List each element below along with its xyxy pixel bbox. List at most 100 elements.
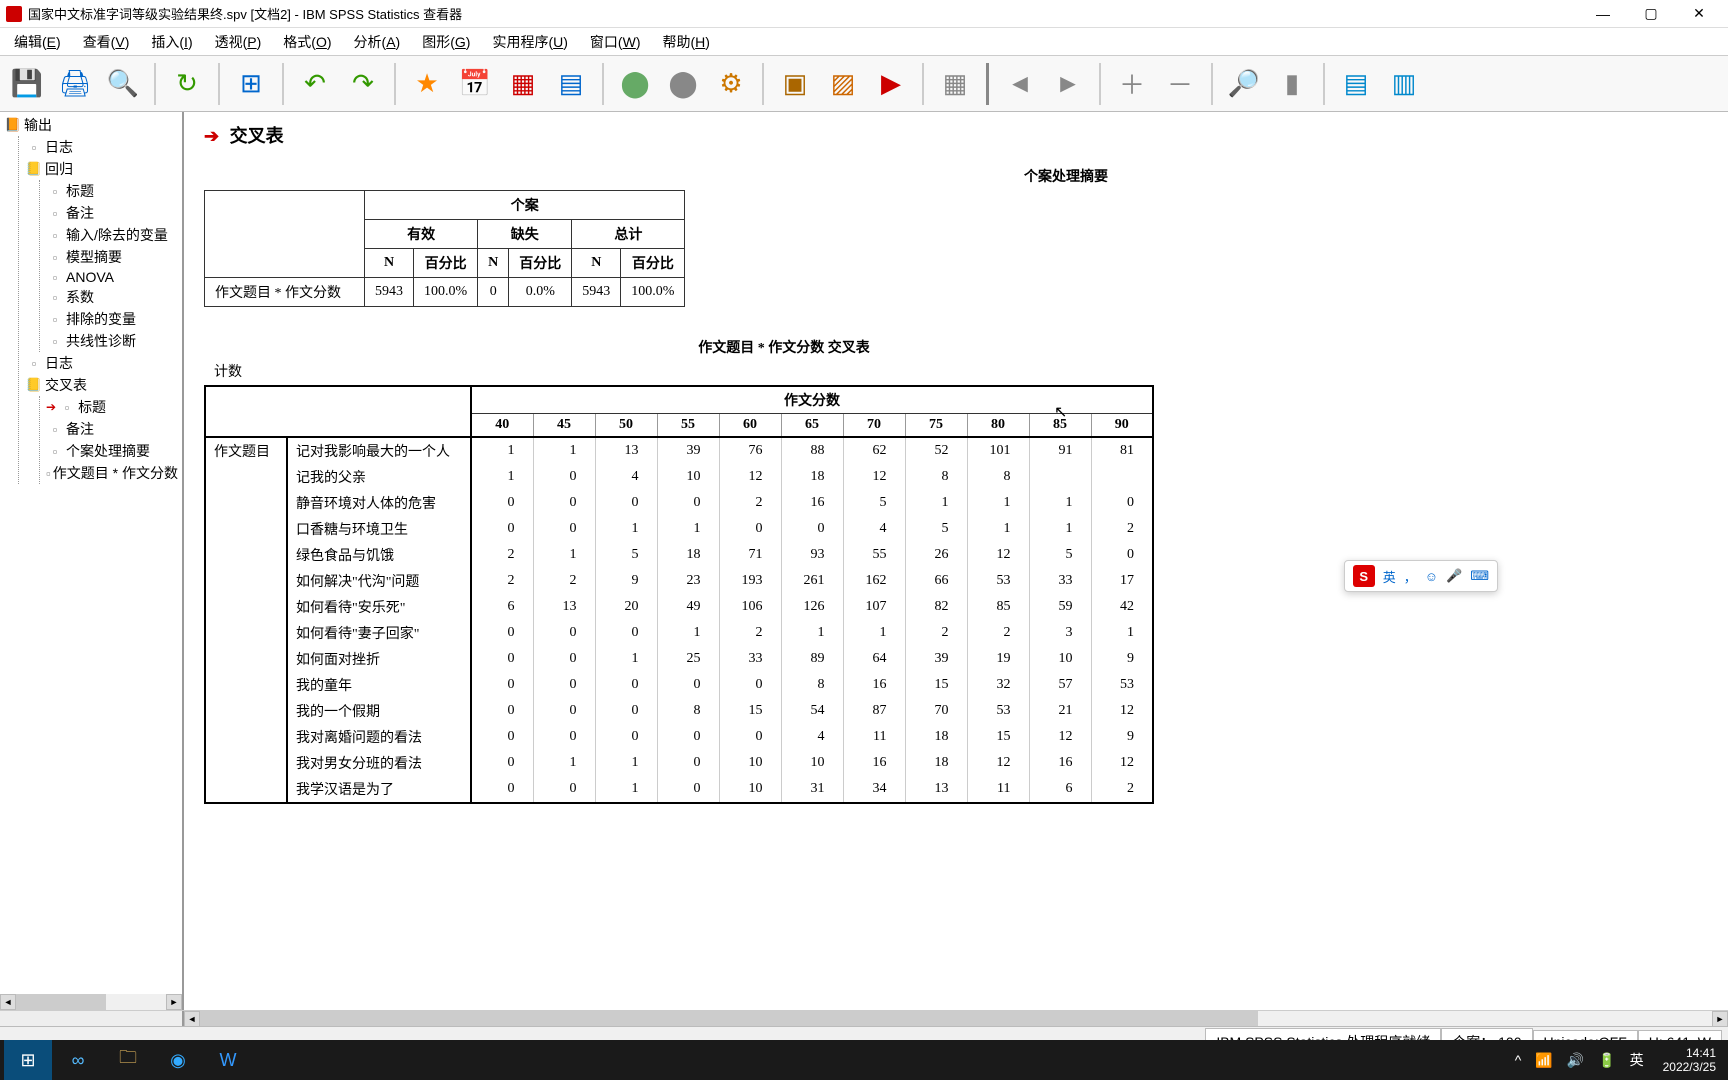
tree-item[interactable]: 📒交叉表 (23, 374, 180, 396)
tree-item[interactable]: ▫备注 (44, 418, 180, 440)
nav-back-button[interactable]: ◄ (999, 63, 1041, 105)
menu-e[interactable]: 编辑(E) (4, 28, 71, 56)
find-button[interactable]: ⬤ (614, 63, 656, 105)
crosstab-cell: 18 (781, 464, 843, 490)
print-button[interactable]: 🖨 (54, 63, 96, 105)
dialog-recall-button[interactable]: ⊞ (230, 63, 272, 105)
tree-item[interactable]: ▫日志 (23, 136, 180, 158)
crosstab-cell: 76 (719, 437, 781, 464)
tree-item[interactable]: ▫日志 (23, 352, 180, 374)
task-edge[interactable]: ◉ (154, 1040, 202, 1080)
zoom-in-button[interactable]: ＋ (1111, 63, 1153, 105)
bookmark-button[interactable]: ▮ (1271, 63, 1313, 105)
tree-item[interactable]: ▫排除的变量 (44, 308, 180, 330)
scroll-left-button[interactable]: ◄ (0, 994, 16, 1010)
windows-taskbar[interactable]: ⊞ ∞ 🗀 ◉ W ^ 📶 🔊 🔋 英 14:41 2022/3/25 (0, 1040, 1728, 1080)
summary-cell: 5943 (572, 278, 621, 307)
tree-root-output[interactable]: 📙输出 (2, 114, 180, 136)
crosstab-cell: 0 (471, 516, 533, 542)
options-button[interactable]: ▥ (1383, 63, 1425, 105)
crosstab-cell: 2 (471, 568, 533, 594)
task-word[interactable]: W (204, 1040, 252, 1080)
tree-item[interactable]: ▫模型摘要 (44, 246, 180, 268)
taskbar-clock[interactable]: 14:41 2022/3/25 (1655, 1046, 1724, 1075)
summary-caption: 个案处理摘要 (424, 166, 1708, 186)
menu-a[interactable]: 分析(A) (344, 28, 411, 56)
tray-volume-icon[interactable]: 🔊 (1564, 1052, 1587, 1069)
tree-item[interactable]: ▫标题 (44, 180, 180, 202)
start-button[interactable]: ⊞ (4, 1040, 52, 1080)
summary-cell: 0.0% (509, 278, 572, 307)
menu-v[interactable]: 查看(V) (73, 28, 140, 56)
select-button[interactable]: ▣ (774, 63, 816, 105)
crosstab-cell: 87 (843, 698, 905, 724)
goto-var-button[interactable]: 📅 (454, 63, 496, 105)
save-button[interactable]: 💾 (6, 63, 48, 105)
close-button[interactable]: ✕ (1676, 1, 1722, 27)
content-scroll-left[interactable]: ◄ (184, 1011, 200, 1027)
variables-button[interactable]: ▦ (502, 63, 544, 105)
crosstab-cell: 6 (1029, 776, 1091, 803)
summary-cell: 5943 (365, 278, 414, 307)
tree-item[interactable]: ▫个案处理摘要 (44, 440, 180, 462)
zoom-out-button[interactable]: － (1159, 63, 1201, 105)
tree-item[interactable]: 📒回归 (23, 158, 180, 180)
menu-w[interactable]: 窗口(W) (580, 28, 651, 56)
ime-keyboard-icon[interactable]: ⌨ (1470, 568, 1489, 584)
crosstab-cell: 0 (471, 750, 533, 776)
crosstab-cell: 1 (595, 776, 657, 803)
goto-case-button[interactable]: ★ (406, 63, 448, 105)
crosstab-cell: 0 (595, 620, 657, 646)
ime-mic-icon[interactable]: 🎤 (1446, 568, 1462, 584)
tray-battery-icon[interactable]: 🔋 (1595, 1052, 1618, 1069)
nav-fwd-button[interactable]: ► (1047, 63, 1089, 105)
insert-cases-button[interactable]: ▤ (550, 63, 592, 105)
menu-o[interactable]: 格式(O) (273, 28, 341, 56)
crosstab-row-label: 静音环境对人体的危害 (287, 490, 471, 516)
search-button[interactable]: 🔎 (1223, 63, 1265, 105)
ime-lang[interactable]: 英 (1383, 567, 1396, 586)
undo-button[interactable]: ↶ (294, 63, 336, 105)
tree-item[interactable]: ▫备注 (44, 202, 180, 224)
crosstab-cell: 0 (719, 724, 781, 750)
crosstab-cell: 91 (1029, 437, 1091, 464)
task-app-1[interactable]: ∞ (54, 1040, 102, 1080)
designate-button[interactable]: ▦ (934, 63, 976, 105)
ime-comma[interactable]: ， (1404, 567, 1417, 586)
split-button[interactable]: ⬤ (662, 63, 704, 105)
task-file-explorer[interactable]: 🗀 (104, 1040, 152, 1080)
tray-wifi-icon[interactable]: 📶 (1532, 1052, 1555, 1069)
value-labels-button[interactable]: ▨ (822, 63, 864, 105)
menu-g[interactable]: 图形(G) (412, 28, 480, 56)
tree-item[interactable]: ➔▫标题 (44, 396, 180, 418)
content-scroll-horizontal[interactable]: ◄ ► (0, 1010, 1728, 1026)
content-scroll-right[interactable]: ► (1712, 1011, 1728, 1027)
tree-scroll-horizontal[interactable]: ◄ ► (0, 994, 182, 1010)
menu-p[interactable]: 透视(P) (205, 28, 272, 56)
export-button[interactable]: ↻ (166, 63, 208, 105)
crosstab-row-label: 如何看待"安乐死" (287, 594, 471, 620)
tray-ime[interactable]: 英 (1627, 1050, 1647, 1070)
menu-h[interactable]: 帮助(H) (652, 28, 719, 56)
weight-button[interactable]: ⚙ (710, 63, 752, 105)
preview-button[interactable]: 🔍 (102, 63, 144, 105)
crosstab-cell: 70 (905, 698, 967, 724)
tree-item[interactable]: ▫输入/除去的变量 (44, 224, 180, 246)
ime-toolbar[interactable]: S 英 ， ☺ 🎤 ⌨ (1344, 560, 1498, 592)
scroll-right-button[interactable]: ► (166, 994, 182, 1010)
maximize-button[interactable]: ▢ (1628, 1, 1674, 27)
ime-emoji-icon[interactable]: ☺ (1425, 569, 1438, 584)
tree-item[interactable]: ▫作文题目 * 作文分数 (44, 462, 180, 484)
redo-button[interactable]: ↷ (342, 63, 384, 105)
minimize-button[interactable]: — (1580, 1, 1626, 27)
menu-u[interactable]: 实用程序(U) (482, 28, 577, 56)
crosstab-cell: 2 (533, 568, 595, 594)
outline-tree[interactable]: 📙输出▫日志📒回归▫标题▫备注▫输入/除去的变量▫模型摘要▫ANOVA▫系数▫排… (0, 112, 184, 1010)
run-button[interactable]: ▶ (870, 63, 912, 105)
tray-up-icon[interactable]: ^ (1512, 1052, 1525, 1068)
tree-item[interactable]: ▫ANOVA (44, 268, 180, 286)
tree-item[interactable]: ▫系数 (44, 286, 180, 308)
menu-i[interactable]: 插入(I) (141, 28, 202, 56)
tree-item[interactable]: ▫共线性诊断 (44, 330, 180, 352)
tile-button[interactable]: ▤ (1335, 63, 1377, 105)
